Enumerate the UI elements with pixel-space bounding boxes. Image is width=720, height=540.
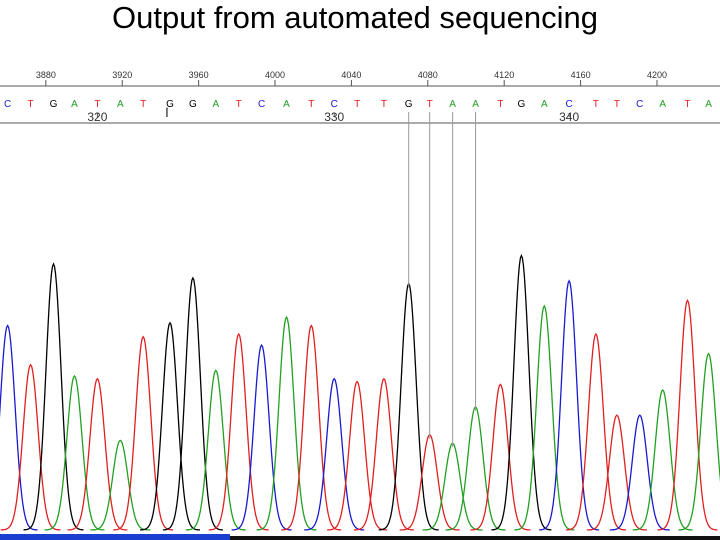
- slide-title: Output from automated sequencing: [112, 0, 598, 35]
- peak: [678, 352, 720, 531]
- scan-tick-label: 4000: [265, 70, 285, 80]
- base-call: A: [449, 99, 456, 110]
- peak: [44, 374, 105, 531]
- peak: [281, 324, 342, 531]
- base-call: C: [4, 99, 11, 110]
- base-call: A: [659, 99, 666, 110]
- scan-tick-label: 4160: [571, 70, 591, 80]
- base-call: T: [94, 99, 100, 110]
- peak: [353, 377, 414, 531]
- scan-tick-label: 4200: [647, 70, 667, 80]
- base-call: G: [405, 99, 413, 110]
- peak: [0, 324, 38, 531]
- peak: [256, 315, 317, 531]
- peak: [208, 332, 269, 531]
- base-call: A: [283, 99, 290, 110]
- base-call: T: [614, 99, 620, 110]
- peak: [586, 414, 647, 531]
- peak: [162, 276, 223, 531]
- scroll-track: [230, 536, 720, 540]
- base-call: C: [566, 99, 573, 110]
- peak: [90, 439, 151, 531]
- peak: [491, 253, 552, 531]
- scan-tick-label: 4040: [341, 70, 361, 80]
- base-call: G: [166, 99, 174, 110]
- peak: [514, 304, 575, 531]
- base-call: C: [331, 99, 338, 110]
- peak: [0, 363, 61, 531]
- base-call: A: [705, 99, 712, 110]
- base-call: T: [593, 99, 599, 110]
- peak: [632, 388, 693, 531]
- base-call: G: [517, 99, 525, 110]
- base-call: A: [541, 99, 548, 110]
- base-call: T: [497, 99, 503, 110]
- base-call: T: [684, 99, 690, 110]
- scan-tick-label: 3960: [189, 70, 209, 80]
- base-call: G: [189, 99, 197, 110]
- peak: [140, 321, 200, 531]
- scan-tick-label: 3920: [112, 70, 132, 80]
- scan-tick-label: 3880: [36, 70, 56, 80]
- peak: [185, 369, 246, 531]
- peak: [399, 433, 460, 531]
- base-call: T: [28, 99, 34, 110]
- peak: [304, 377, 365, 531]
- peak: [609, 414, 670, 531]
- peak: [539, 279, 600, 531]
- base-number: 330: [324, 110, 344, 124]
- base-call: A: [117, 99, 124, 110]
- base-call: A: [212, 99, 219, 110]
- base-call: C: [636, 99, 643, 110]
- base-call: A: [472, 99, 479, 110]
- base-number: 340: [559, 110, 579, 124]
- base-call: C: [258, 99, 265, 110]
- cursor: I: [165, 104, 169, 120]
- peak: [657, 298, 718, 531]
- peak: [113, 335, 174, 531]
- base-call: T: [427, 99, 433, 110]
- peak: [422, 442, 483, 531]
- peak: [327, 380, 388, 531]
- base-call: T: [354, 99, 360, 110]
- base-call: T: [308, 99, 314, 110]
- base-call: T: [381, 99, 387, 110]
- base-call: T: [140, 99, 146, 110]
- peak: [445, 405, 506, 531]
- scan-tick-label: 4080: [418, 70, 438, 80]
- peak: [565, 332, 626, 531]
- scroll-bar: [0, 534, 230, 540]
- base-call: G: [50, 99, 58, 110]
- scan-tick-label: 4120: [494, 70, 514, 80]
- base-number: 320: [87, 110, 107, 124]
- base-call: T: [236, 99, 242, 110]
- peak: [23, 262, 84, 531]
- peak: [231, 343, 292, 531]
- base-call: A: [71, 99, 78, 110]
- peak: [67, 377, 128, 531]
- peak: [470, 383, 531, 531]
